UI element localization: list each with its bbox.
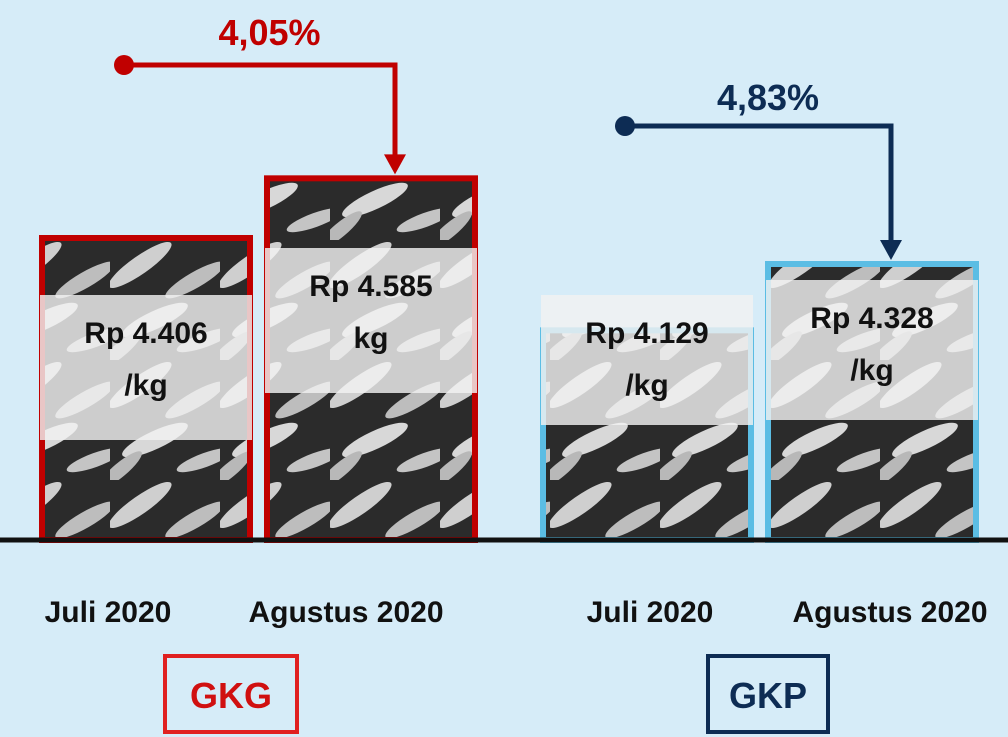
category-labels: Juli 2020 Agustus 2020 GKG Juli 2020 Agustus… <box>45 596 988 734</box>
change-arrow-gkp: 4,83% <box>615 77 902 260</box>
x-tick-label: Juli 2020 <box>45 596 172 629</box>
arrow-head <box>880 240 902 260</box>
value-label-line: Rp 4.129 <box>585 317 708 350</box>
group-name-box <box>163 654 299 734</box>
value-label-line: /kg <box>625 369 668 402</box>
value-label-line: Rp 4.328 <box>810 302 933 335</box>
change-percentage: 4,83% <box>717 77 819 118</box>
group-name-label: GKP <box>729 675 807 716</box>
value-label-line: kg <box>353 322 388 355</box>
value-label-line: /kg <box>124 369 167 402</box>
group-name-box <box>706 654 830 734</box>
x-tick-label: Juli 2020 <box>587 596 714 629</box>
value-label-panel <box>265 248 477 393</box>
arrow-line <box>124 62 398 157</box>
arrow-line <box>625 123 894 242</box>
value-label-line: Rp 4.406 <box>84 317 207 350</box>
x-tick-label: Agustus 2020 <box>792 596 987 629</box>
group-name-label: GKG <box>190 675 272 716</box>
arrow-head <box>384 154 406 175</box>
change-percentage: 4,05% <box>218 12 320 53</box>
group-gkp: Rp 4.129/kg Rp 4.328/kg <box>540 261 979 544</box>
group-gkg: Rp 4.406/kg Rp 4.585 kg <box>39 175 478 543</box>
value-label-panel <box>541 295 753 425</box>
change-arrow-gkg: 4,05% <box>114 12 406 175</box>
value-label-panel <box>40 295 252 440</box>
value-label-panel <box>766 280 978 420</box>
value-label-line: Rp 4.585 <box>309 270 432 303</box>
x-tick-label: Agustus 2020 <box>248 596 443 629</box>
value-label-line: /kg <box>850 354 893 387</box>
